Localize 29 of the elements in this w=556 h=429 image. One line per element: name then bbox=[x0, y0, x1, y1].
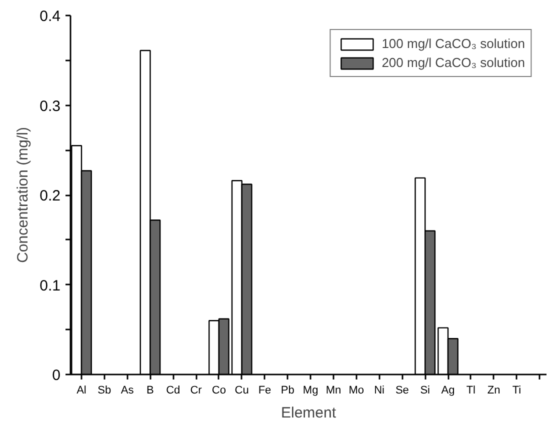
y-tick-label: 0.4 bbox=[40, 8, 61, 25]
y-tick-label: 0.2 bbox=[40, 188, 61, 204]
legend-label: 100 mg/l CaCO₃ solution bbox=[382, 36, 525, 51]
x-tick-label: Sb bbox=[98, 384, 112, 396]
x-tick-label: Co bbox=[212, 384, 226, 396]
x-tick-label: Se bbox=[395, 384, 409, 396]
x-tick-label: Si bbox=[420, 384, 430, 396]
y-tick-label: 0.1 bbox=[40, 277, 61, 294]
x-axis-title: Element bbox=[280, 404, 337, 422]
x-tick-label: Mn bbox=[326, 384, 342, 396]
x-tick-label: Ag bbox=[441, 384, 455, 396]
x-tick-label: Fe bbox=[258, 384, 272, 396]
x-tick-label: Ni bbox=[374, 384, 384, 396]
y-tick-label: 0.3 bbox=[40, 98, 61, 115]
x-tick-label: Ti bbox=[512, 384, 522, 396]
x-tick-label: Tl bbox=[466, 384, 476, 396]
x-tick-label: Cd bbox=[166, 384, 180, 396]
x-tick-label: Mo bbox=[348, 384, 364, 396]
legend-label: 200 mg/l CaCO₃ solution bbox=[382, 55, 525, 70]
y-axis-title: Concentration (mg/l) bbox=[14, 127, 32, 263]
x-tick-label: As bbox=[120, 384, 134, 396]
x-tick-label: Al bbox=[76, 384, 86, 396]
x-tick-label: B bbox=[146, 384, 154, 396]
x-tick-label: Pb bbox=[280, 384, 294, 396]
x-tick-label: Zn bbox=[487, 384, 500, 396]
x-tick-label: Cu bbox=[234, 384, 249, 396]
x-tick-label: Mg bbox=[302, 384, 318, 396]
x-tick-label: Cr bbox=[190, 384, 202, 396]
y-tick-label: 0 bbox=[52, 367, 60, 384]
